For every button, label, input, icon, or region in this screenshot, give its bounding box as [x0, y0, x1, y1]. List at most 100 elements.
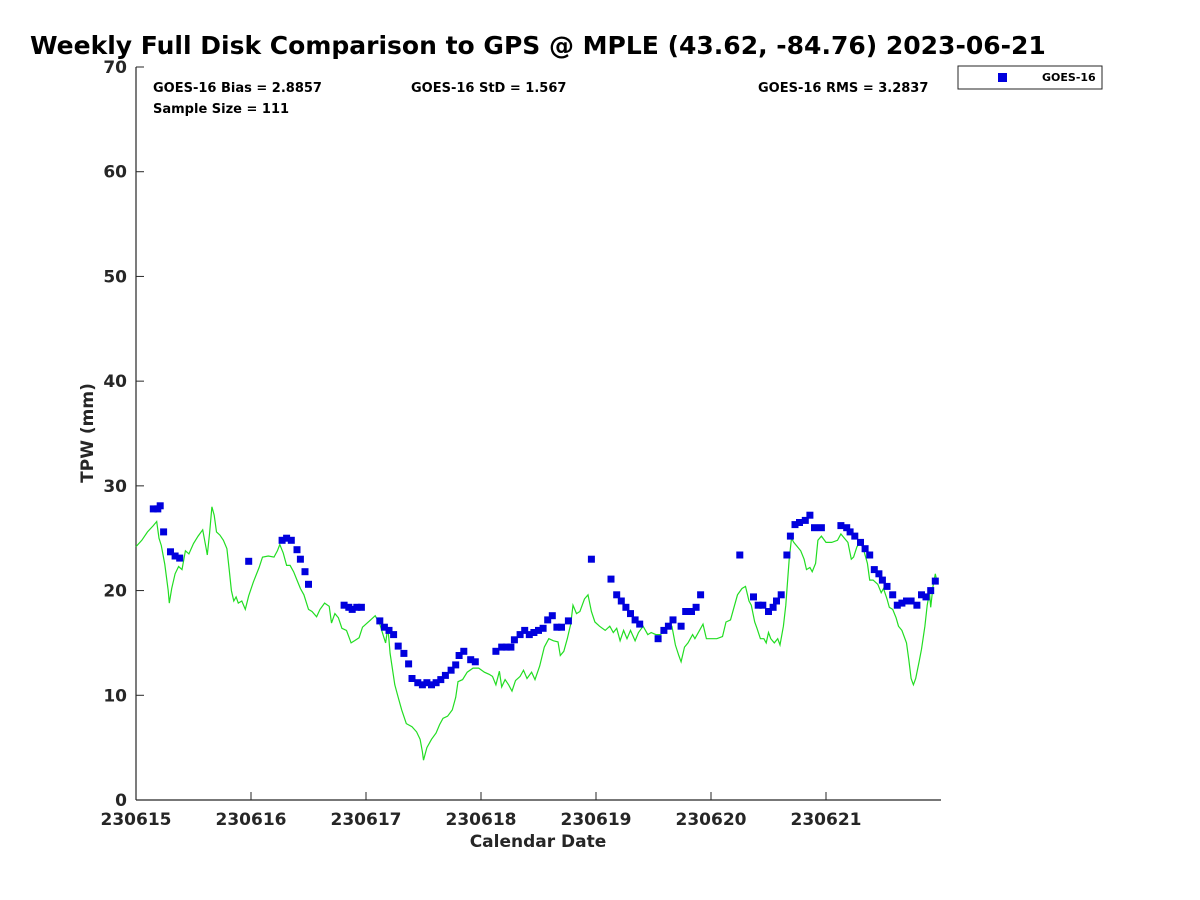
goes-16-point: [654, 635, 662, 643]
goes-16-point: [759, 601, 767, 609]
goes-16-point: [918, 591, 925, 599]
goes-16-point: [564, 617, 572, 625]
chart-title: Weekly Full Disk Comparison to GPS @ MPL…: [30, 31, 1046, 60]
goes-16-point: [278, 536, 286, 544]
goes-16-point: [414, 679, 422, 687]
gps-line: [135, 506, 939, 761]
gps-series: [135, 506, 939, 761]
goes-16-series: [149, 502, 939, 689]
goes-16-point: [622, 603, 630, 611]
goes-16-point: [380, 623, 388, 631]
goes-16-point: [525, 631, 533, 639]
goes-16-point: [357, 603, 365, 611]
goes-16-point: [471, 658, 479, 666]
goes-16-point: [861, 545, 869, 553]
goes-16-point: [736, 551, 744, 559]
goes-16-point: [408, 675, 416, 682]
goes-16-point: [791, 521, 799, 529]
goes-16-point: [688, 608, 695, 615]
y-tick-label: 30: [103, 477, 127, 497]
goes-16-point: [558, 623, 565, 631]
goes-16-point: [754, 601, 762, 609]
goes-16-point: [516, 631, 524, 639]
goes-16-point: [171, 552, 179, 560]
goes-16-point: [931, 577, 939, 585]
goes-16-point: [305, 580, 312, 588]
goes-16-point: [806, 511, 814, 519]
goes-16-point: [544, 616, 552, 624]
goes-16-point: [447, 666, 455, 674]
goes-16-point: [287, 536, 295, 544]
goes-16-point: [553, 623, 561, 631]
legend-marker: [998, 73, 1007, 82]
goes-16-point: [870, 566, 878, 574]
x-tick-label: 230621: [791, 810, 862, 830]
x-ticks: 230615 230616 230617 230618 230619 230620 2306…: [101, 792, 862, 830]
legend: GOES-16: [957, 65, 1103, 90]
goes-16-point: [664, 622, 672, 630]
goes-16-point: [786, 532, 794, 540]
y-ticks: 0 10 20 30 40 50 60 70: [103, 58, 144, 811]
std-stat: GOES-16 StD = 1.567: [411, 81, 566, 96]
goes-16-point: [669, 616, 677, 624]
y-tick-label: 60: [103, 163, 127, 183]
goes-16-point: [510, 636, 518, 644]
x-tick-label: 230616: [216, 810, 287, 830]
rms-stat: GOES-16 RMS = 3.2837: [758, 81, 928, 96]
goes-16-point: [441, 671, 449, 679]
goes-16-point: [507, 643, 515, 651]
goes-16-point: [796, 519, 803, 526]
y-axis-label: TPW (mm): [78, 383, 98, 483]
goes-16-point: [837, 522, 845, 530]
goes-16-point: [385, 626, 393, 634]
goes-16-point: [156, 502, 164, 510]
goes-16-point: [405, 660, 413, 668]
goes-16-point: [467, 656, 475, 664]
goes-16-point: [390, 631, 398, 639]
x-tick-label: 230617: [331, 810, 402, 830]
goes-16-point: [866, 551, 874, 559]
goes-16-point: [452, 661, 460, 669]
y-tick-label: 70: [103, 58, 127, 78]
goes-16-point: [283, 534, 291, 542]
goes-16-point: [846, 528, 854, 536]
goes-16-point: [498, 643, 506, 651]
legend-box: [957, 65, 1103, 90]
goes-16-point: [502, 643, 510, 651]
goes-16-point: [913, 601, 921, 609]
goes-16-point: [857, 538, 864, 546]
x-tick-label: 230620: [676, 810, 747, 830]
goes-16-point: [631, 616, 639, 624]
goes-16-point: [535, 626, 542, 634]
goes-16-point: [432, 679, 440, 687]
goes-16-point: [927, 587, 935, 595]
goes-16-point: [149, 505, 157, 513]
goes-16-point: [548, 612, 556, 620]
goes-16-point: [423, 679, 431, 687]
goes-16-point: [817, 524, 825, 532]
goes-16-point: [878, 576, 886, 584]
goes-16-point: [340, 601, 348, 609]
goes-16-point: [750, 593, 757, 601]
goes-16-point: [353, 603, 361, 611]
goes-16-point: [875, 570, 883, 578]
goes-16-point: [636, 620, 644, 628]
goes-16-point: [889, 591, 897, 599]
y-tick-label: 40: [103, 372, 127, 392]
goes-16-point: [773, 597, 780, 605]
goes-16-point: [903, 597, 910, 605]
goes-16-point: [898, 599, 906, 607]
goes-16-point: [296, 555, 304, 563]
goes-16-point: [883, 582, 891, 590]
goes-16-point: [783, 551, 791, 559]
goes-16-point: [400, 649, 408, 657]
goes-16-point: [376, 617, 384, 625]
x-tick-label: 230615: [101, 810, 172, 830]
goes-16-point: [627, 610, 634, 618]
goes-16-point: [293, 546, 301, 554]
goes-16-point: [530, 629, 538, 636]
goes-16-point: [613, 591, 621, 599]
y-tick-label: 50: [103, 267, 127, 287]
y-tick-label: 10: [103, 686, 127, 706]
goes-16-point: [811, 524, 818, 532]
